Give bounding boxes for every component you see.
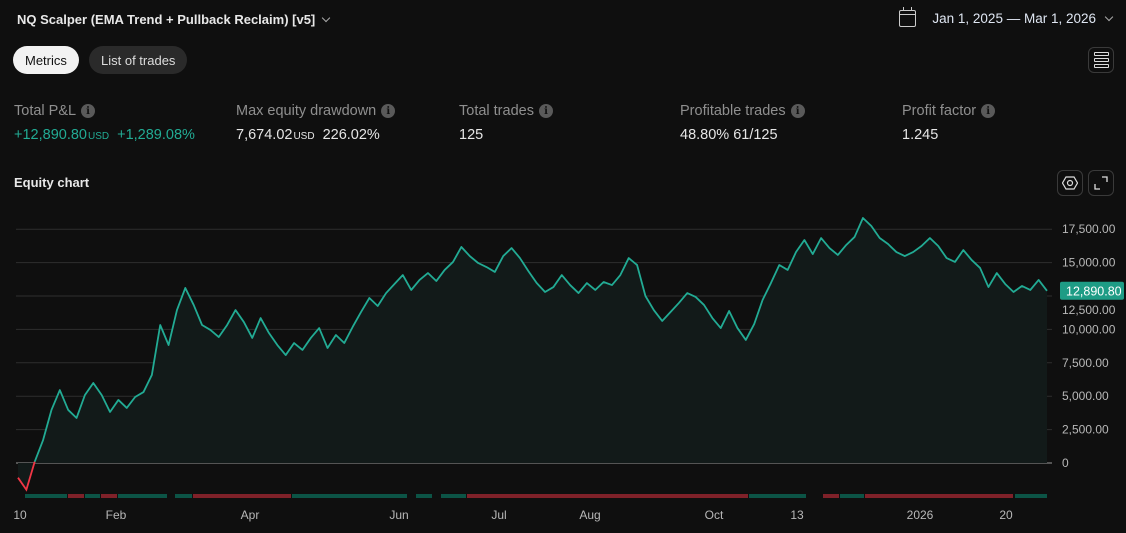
metric-total-pnl: Total P&L i +12,890.80USD +1,289.08%	[14, 103, 195, 143]
metric-unit: USD	[87, 131, 110, 142]
x-tick-label: 20	[999, 508, 1013, 522]
equity-line	[33, 217, 1048, 462]
trade-strip-win	[1015, 494, 1047, 498]
date-range-label: Jan 1, 2025 — Mar 1, 2026	[932, 11, 1096, 26]
y-tick-label: 10,000.00	[1062, 322, 1116, 336]
metric-label: Profitable trades	[680, 103, 786, 119]
equity-chart-title: Equity chart	[14, 175, 90, 190]
y-tick-label: 15,000.00	[1062, 256, 1116, 270]
metric-max-drawdown: Max equity drawdown i 7,674.02USD 226.02%	[236, 103, 396, 143]
calendar-icon	[899, 7, 917, 27]
layout-rows-icon	[1093, 52, 1109, 68]
strategy-title: NQ Scalper (EMA Trend + Pullback Reclaim…	[17, 12, 316, 27]
info-icon[interactable]: i	[790, 104, 805, 118]
last-value-badge	[1060, 281, 1124, 300]
x-tick-label: Jun	[389, 508, 408, 522]
metric-profit-factor: Profit factor i 1.245	[902, 103, 996, 143]
x-tick-label: Feb	[106, 508, 127, 522]
trade-strip-loss	[823, 494, 839, 498]
settings-icon	[1062, 176, 1078, 190]
y-tick-label: 12,500.00	[1062, 303, 1116, 317]
trade-strip-win	[416, 494, 432, 498]
trade-strip-win	[25, 494, 67, 498]
info-icon[interactable]: i	[981, 104, 996, 118]
trade-strip-win	[749, 494, 806, 498]
metric-unit: USD	[293, 131, 315, 142]
metric-percent: 226.02%	[322, 127, 380, 143]
expand-icon	[1094, 176, 1108, 190]
metric-value: 125	[459, 127, 484, 143]
x-tick-label: Oct	[705, 508, 724, 522]
metric-value: 48.80% 61/125	[680, 127, 778, 143]
metric-total-trades: Total trades i 125	[459, 103, 553, 143]
x-tick-label: Apr	[241, 508, 260, 522]
metric-value: 1.245	[902, 127, 939, 143]
info-icon[interactable]: i	[81, 104, 96, 118]
trade-strip-win	[840, 494, 864, 498]
x-tick-label: 10	[13, 508, 27, 522]
layout-button[interactable]	[1088, 47, 1114, 73]
metric-percent: +1,289.08%	[117, 127, 195, 143]
equity-area	[18, 217, 1047, 490]
trade-strip-loss	[467, 494, 748, 498]
metric-label: Max equity drawdown	[236, 103, 377, 119]
y-tick-label: 7,500.00	[1062, 356, 1109, 370]
y-tick-label: 2,500.00	[1062, 423, 1109, 437]
trade-strip-win	[85, 494, 100, 498]
tab-metrics[interactable]: Metrics	[13, 46, 79, 74]
y-tick-label: 17,500.00	[1062, 222, 1116, 236]
y-tick-label: 5,000.00	[1062, 389, 1109, 403]
info-icon[interactable]: i	[381, 104, 396, 118]
metric-label: Total trades	[459, 103, 534, 119]
expand-chart-button[interactable]	[1088, 170, 1114, 196]
date-range-picker[interactable]: Jan 1, 2025 — Mar 1, 2026	[899, 7, 1114, 27]
metric-label: Total P&L	[14, 103, 77, 119]
x-tick-label: 13	[790, 508, 804, 522]
metric-value: +12,890.80	[14, 127, 87, 143]
trade-strip-win	[292, 494, 407, 498]
info-icon[interactable]: i	[538, 104, 553, 118]
trade-strip-win	[441, 494, 466, 498]
trade-strip-loss	[68, 494, 84, 498]
metric-value: 7,674.02	[236, 127, 293, 143]
x-tick-label: 2026	[907, 508, 934, 522]
chart-settings-button[interactable]	[1057, 170, 1083, 196]
x-tick-label: Jul	[491, 508, 506, 522]
tab-list-of-trades[interactable]: List of trades	[89, 46, 188, 74]
trade-strip-win	[118, 494, 167, 498]
trade-strip-loss	[193, 494, 291, 498]
trade-strip-win	[175, 494, 192, 498]
trade-strip-loss	[865, 494, 1013, 498]
y-tick-label: 0	[1062, 456, 1069, 470]
strategy-title-dropdown[interactable]: NQ Scalper (EMA Trend + Pullback Reclaim…	[17, 12, 331, 27]
metric-profitable-trades: Profitable trades i 48.80% 61/125	[680, 103, 805, 143]
equity-line-negative	[17, 461, 36, 492]
trade-strip-loss	[101, 494, 117, 498]
metric-label: Profit factor	[902, 103, 977, 119]
last-value-label: 12,890.80	[1066, 284, 1122, 298]
x-tick-label: Aug	[579, 508, 600, 522]
